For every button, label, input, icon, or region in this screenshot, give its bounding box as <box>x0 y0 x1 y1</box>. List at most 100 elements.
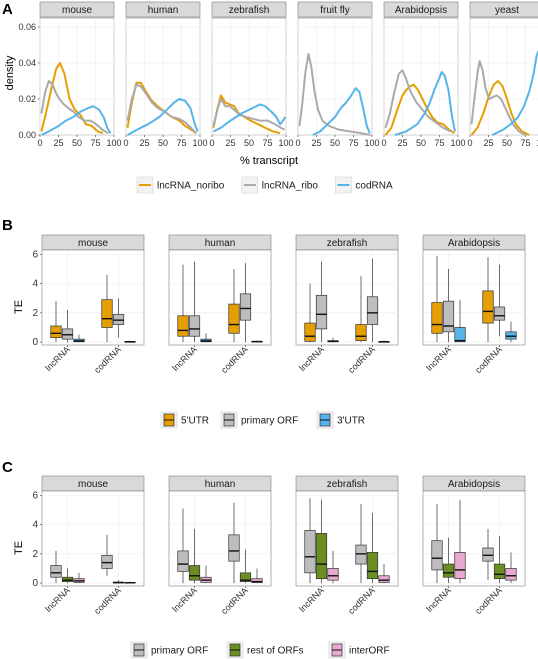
b-xtick-label-arabidopsis-codrna: codRNA <box>473 344 504 375</box>
a-strip-label-yeast: yeast <box>495 5 519 16</box>
a-curve-mouse-codrna <box>41 105 112 136</box>
panel-a-xlabel: % transcript <box>240 155 298 167</box>
a-xtick-label-mouse-4: 100 <box>106 138 121 148</box>
c-zebrafish-codrna-rest-of-orfs-box <box>366 552 379 580</box>
c-xtick-label-mouse-lncrna: lncRNA <box>43 585 72 614</box>
a-xtick-label-arabidopsis-4: 100 <box>450 138 465 148</box>
c-ytick-label-1: 2 <box>32 549 38 560</box>
a-xtick-label-human-4: 100 <box>192 138 207 148</box>
c-zebrafish-codrna-primary-orf-box <box>355 544 367 565</box>
panel-b-letter: B <box>2 217 13 234</box>
a-xtick-label-zebrafish-4: 100 <box>278 138 293 148</box>
c-mouse-codrna-primary-orf-box <box>101 554 113 569</box>
a-curve-mouse-lncrna-noribo <box>40 62 104 135</box>
b-legend-label-5-utr: 5'UTR <box>181 416 209 427</box>
b-ytick-label-2: 4 <box>32 279 38 290</box>
a-legend-label-codrna: codRNA <box>355 181 393 192</box>
a-xtick-label-human-2: 50 <box>158 138 168 148</box>
a-xtick-label-zebrafish-1: 25 <box>225 138 235 148</box>
panel-a-density-chart: 0.00 0.02 0.04 0.06 mouse 0 25 50 75 100 human 0 25 5… <box>18 1 538 194</box>
c-arabidopsis-codrna-interorf-box <box>505 568 517 581</box>
a-curve-mouse-lncrna-ribo <box>40 80 109 135</box>
c-plot-area-human <box>168 490 272 587</box>
b-strip-label-zebrafish: zebrafish <box>327 238 368 249</box>
b-ytick-label-3: 6 <box>32 249 38 260</box>
panel-b-box-chart: 0 2 4 6 mouse lncRNA codRNA human lncRNA codRNA ze… <box>32 234 526 429</box>
a-curve-zebrafish-codrna <box>213 103 287 133</box>
a-curve-arabidopsis-lncrna-ribo <box>384 69 452 133</box>
c-zebrafish-lncrna-primary-orf-box <box>304 530 316 574</box>
a-xtick-label-yeast-3: 75 <box>520 138 530 148</box>
c-arabidopsis-lncrna-rest-of-orfs-box <box>442 563 455 578</box>
a-xtick-label-human-1: 25 <box>139 138 149 148</box>
a-xtick-label-arabidopsis-0: 0 <box>381 138 386 148</box>
a-xtick-label-fruit-fly-4: 100 <box>364 138 379 148</box>
c-mouse-lncrna-rest-of-orfs-box <box>61 576 74 582</box>
c-xtick-label-mouse-codrna: codRNA <box>92 585 123 616</box>
a-strip-human <box>125 1 201 18</box>
a-xtick-label-mouse-2: 50 <box>72 138 82 148</box>
panel-a-ylabel: density <box>4 55 16 90</box>
c-arabidopsis-lncrna-primary-orf-box <box>431 540 443 571</box>
c-human-lncrna-rest-of-orfs-box <box>188 565 201 581</box>
b-mouse-codrna-primary-orf-box <box>112 313 125 325</box>
c-mouse-lncrna-primary-orf-box <box>50 565 62 578</box>
b-strip-label-arabidopsis: Arabidopsis <box>448 238 500 249</box>
a-xtick-label-zebrafish-2: 50 <box>244 138 254 148</box>
c-arabidopsis-lncrna-interorf-box <box>454 552 466 580</box>
a-curve-fruit-fly-codrna <box>312 87 371 136</box>
b-xtick-label-arabidopsis-lncrna: lncRNA <box>424 344 453 373</box>
a-strip-label-mouse: mouse <box>62 5 92 16</box>
b-strip-label-mouse: mouse <box>78 238 108 249</box>
c-arabidopsis-codrna-primary-orf-box <box>482 547 494 562</box>
c-strip-label-human: human <box>205 479 236 490</box>
c-xtick-label-arabidopsis-lncrna: lncRNA <box>424 585 453 614</box>
a-xtick-label-mouse-3: 75 <box>90 138 100 148</box>
a-xtick-label-fruit-fly-0: 0 <box>295 138 300 148</box>
c-human-lncrna-primary-orf-box <box>177 550 189 572</box>
a-xtick-label-human-0: 0 <box>123 138 128 148</box>
a-xtick-label-fruit-fly-2: 50 <box>330 138 340 148</box>
c-strip-label-zebrafish: zebrafish <box>327 479 368 490</box>
a-legend-label-lncrna-ribo: lncRNA_ribo <box>262 181 319 192</box>
a-plot-area-yeast <box>469 17 538 136</box>
a-strip-label-fruit-fly: fruit fly <box>320 5 349 16</box>
c-arabidopsis-codrna-rest-of-orfs-box <box>493 563 506 580</box>
a-xtick-label-arabidopsis-1: 25 <box>397 138 407 148</box>
a-strip-label-arabidopsis: Arabidopsis <box>395 5 447 16</box>
b-arabidopsis-lncrna-3-utr-box <box>454 327 466 343</box>
b-xtick-label-human-codrna: codRNA <box>219 344 250 375</box>
a-curve-arabidopsis-lncrna-noribo <box>384 83 455 136</box>
a-xtick-label-yeast-4: 100 <box>536 138 538 148</box>
a-xtick-label-fruit-fly-3: 75 <box>348 138 358 148</box>
panel-c-box-chart: 0 2 4 6 mouse lncRNA codRNA human lncRNA codRNA ze… <box>32 475 526 659</box>
a-xtick-label-zebrafish-0: 0 <box>209 138 214 148</box>
c-ytick-label-2: 4 <box>32 520 38 531</box>
panel-c-letter: C <box>2 459 13 476</box>
b-xtick-label-mouse-lncrna: lncRNA <box>43 344 72 373</box>
a-xtick-label-human-3: 75 <box>176 138 186 148</box>
a-strip-label-zebrafish: zebrafish <box>229 5 270 16</box>
b-legend-label-primary-orf: primary ORF <box>241 416 298 427</box>
a-curve-fruit-fly-lncrna-ribo <box>298 53 371 136</box>
b-human-codrna-5-utr-box <box>228 303 240 334</box>
b-zebrafish-codrna-5-utr-box <box>355 324 367 341</box>
panel-a-letter: A <box>2 1 13 18</box>
c-zebrafish-lncrna-interorf-box <box>327 568 339 581</box>
b-arabidopsis-codrna-5-utr-box <box>482 290 494 324</box>
a-ytick-label-3: 0.06 <box>18 22 36 32</box>
b-zebrafish-lncrna-primary-orf-box <box>315 294 328 330</box>
c-xtick-label-arabidopsis-codrna: codRNA <box>473 585 504 616</box>
a-xtick-label-yeast-1: 25 <box>483 138 493 148</box>
c-human-codrna-interorf-box <box>251 578 263 583</box>
panel-c-ylabel: TE <box>13 541 25 555</box>
c-xtick-label-human-codrna: codRNA <box>219 585 250 616</box>
a-curve-human-codrna <box>127 98 199 136</box>
c-xtick-label-human-lncrna: lncRNA <box>170 585 199 614</box>
c-strip-label-mouse: mouse <box>78 479 108 490</box>
a-curve-zebrafish-lncrna-ribo <box>212 98 285 131</box>
a-strip-arabidopsis <box>383 1 459 18</box>
a-xtick-label-arabidopsis-3: 75 <box>434 138 444 148</box>
a-strip-fruit-fly <box>297 1 373 18</box>
